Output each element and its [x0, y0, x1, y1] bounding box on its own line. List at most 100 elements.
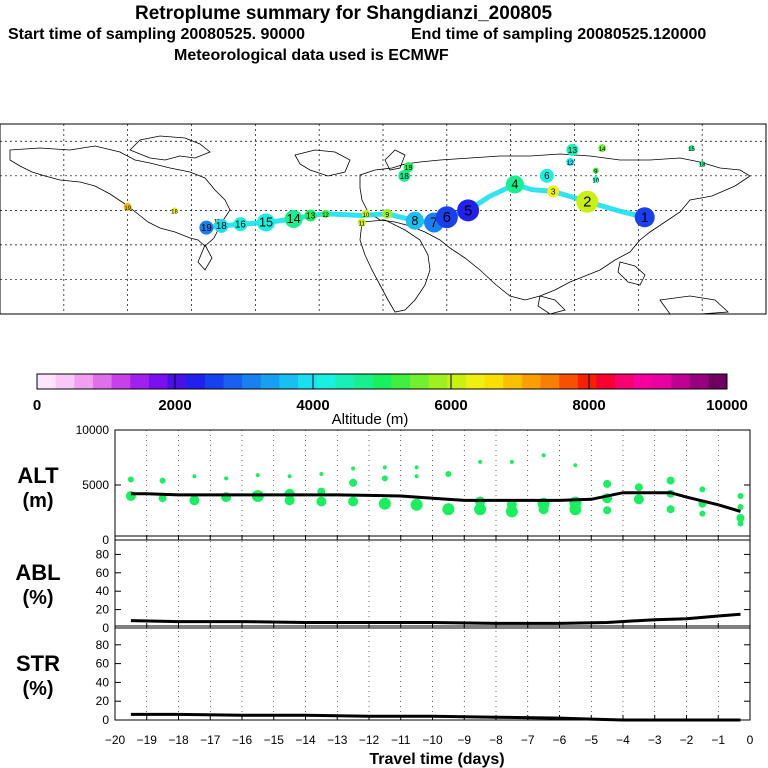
- y-tick-label: 20: [96, 603, 110, 617]
- altitude-point: [737, 520, 744, 527]
- retroplume-marker-label: 18: [171, 209, 178, 215]
- y-tick-label: 20: [96, 694, 110, 708]
- map-grid: [0, 124, 766, 314]
- altitude-point: [414, 465, 419, 470]
- colorbar-cells: [37, 374, 728, 389]
- x-tick-label: −15: [264, 733, 285, 747]
- x-tick-label: −4: [616, 733, 630, 747]
- retroplume-marker: 19: [403, 162, 414, 173]
- colorbar-cell: [484, 374, 504, 389]
- y-tick-label: 60: [96, 566, 110, 580]
- panel-ylabel-unit: (m): [22, 490, 53, 512]
- end-time-label: End time of sampling 20080525.120000: [411, 26, 707, 43]
- x-tick-label: −18: [168, 733, 189, 747]
- retroplume-marker-dot: [398, 169, 411, 182]
- x-tick-label: −19: [137, 733, 158, 747]
- colorbar-cell: [391, 374, 411, 389]
- retroplume-marker-label: 9: [385, 212, 389, 219]
- retroplume-marker: 8: [405, 211, 424, 230]
- colorbar: 0 2000 4000 6000 8000 10000 Altitude (m): [33, 373, 748, 428]
- altitude-point: [224, 476, 229, 481]
- altitude-point: [474, 503, 487, 516]
- altitude-point: [287, 474, 292, 479]
- retroplume-marker: 5: [457, 199, 480, 222]
- retroplume-marker: 14: [284, 210, 303, 228]
- colorbar-cell: [204, 374, 224, 389]
- x-tick-label: −7: [521, 733, 535, 747]
- colorbar-cell: [633, 374, 653, 389]
- altitude-point: [348, 496, 359, 507]
- colorbar-cell: [540, 374, 560, 389]
- retroplume-marker: 10: [592, 176, 600, 184]
- x-axis: −20 −19 −18 −17 −16 −15 −14 −13 −12 −11 −10 −9 −8 −7−…: [105, 733, 754, 768]
- altitude-point: [127, 476, 134, 483]
- retroplume-marker-dot: [233, 217, 248, 232]
- colorbar-tick-label: 6000: [434, 397, 467, 414]
- colorbar-cell: [354, 374, 374, 389]
- altitude-point: [634, 483, 643, 492]
- colorbar-cell: [465, 374, 486, 389]
- retroplume-marker: 15: [688, 145, 696, 153]
- x-tick-label: −13: [327, 733, 348, 747]
- altitude-point: [442, 503, 455, 516]
- retroplume-marker: 19: [123, 202, 132, 212]
- retroplume-marker-label: 3: [551, 186, 556, 196]
- altitude-point: [319, 472, 324, 476]
- retroplume-marker: 9: [382, 208, 393, 219]
- colorbar-frame: [36, 373, 728, 390]
- colorbar-cell: [428, 374, 448, 389]
- retroplume-marker-dot: [539, 168, 554, 183]
- panel-str: 0 20 40 60 80 STR(%): [16, 625, 751, 727]
- altitude-point: [378, 497, 391, 510]
- colorbar-tick-label: 0: [33, 397, 41, 414]
- colorbar-tick-label: 2000: [158, 397, 191, 414]
- colorbar-cell: [167, 374, 187, 389]
- panel-ylabel-name: STR: [16, 651, 60, 676]
- x-tick-label: −10: [422, 733, 443, 747]
- y-tick-label: 0: [102, 713, 109, 727]
- retroplume-marker-label: 10: [592, 178, 599, 184]
- retroplume-marker-label: 4: [511, 178, 518, 192]
- retroplume-marker-dot: [566, 158, 575, 166]
- retroplume-marker-dot: [171, 207, 178, 214]
- retroplume-marker-dot: [592, 176, 599, 183]
- panel-abl: 0 20 40 60 80 ABL(%): [15, 535, 751, 635]
- altitude-point: [410, 498, 423, 511]
- retroplume-marker: 14: [598, 144, 607, 153]
- retroplume-marker: 13: [566, 143, 579, 156]
- retroplume-marker-label: 18: [699, 163, 706, 169]
- retroplume-marker-label: 19: [201, 223, 212, 234]
- retroplume-marker-label: 18: [400, 171, 410, 181]
- colorbar-cell: [372, 374, 392, 389]
- x-tick-label: −20: [105, 733, 126, 747]
- colorbar-label: Altitude (m): [332, 411, 409, 428]
- retroplume-marker-label: 10: [363, 213, 370, 219]
- x-tick-label: −16: [232, 733, 253, 747]
- retroplume-marker-dot: [123, 202, 132, 211]
- colorbar-tick-label: 10000: [706, 397, 748, 414]
- retroplume-marker-dot: [256, 213, 275, 232]
- x-tick-label: −1: [711, 733, 725, 747]
- retroplume-marker: 3: [547, 185, 560, 198]
- x-tick-label: −8: [489, 733, 503, 747]
- y-tick-label: 40: [96, 584, 110, 598]
- retroplume-marker-label: 19: [124, 206, 131, 212]
- retroplume-marker: 12: [566, 158, 575, 167]
- chart-title: Retroplume summary for Shangdianzi_20080…: [135, 3, 553, 24]
- retroplume-marker: 18: [171, 207, 178, 215]
- time-series-panels: 0500010000ALT(m)020406080ABL(%)020406080…: [15, 423, 753, 768]
- y-tick-label: 60: [96, 657, 110, 671]
- colorbar-cell: [186, 374, 206, 389]
- retroplume-marker: 6: [539, 168, 554, 183]
- altitude-point: [284, 495, 295, 506]
- retroplume-marker-dot: [382, 208, 393, 219]
- altitude-point: [158, 494, 167, 503]
- retroplume-marker-dot: [688, 145, 695, 152]
- retroplume-marker-dot: [592, 167, 599, 174]
- y-tick-label: 40: [96, 675, 110, 689]
- colorbar-cell: [409, 374, 430, 389]
- colorbar-cell: [615, 374, 635, 389]
- colorbar-cell: [652, 374, 672, 389]
- retroplume-marker-label: 12: [322, 213, 329, 219]
